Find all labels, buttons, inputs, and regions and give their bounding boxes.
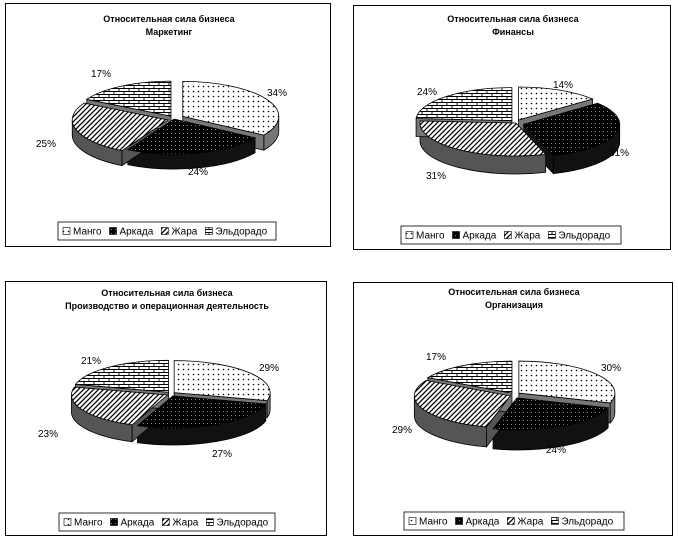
legend-swatch-1 [110, 518, 118, 526]
data-label-3: 17% [426, 352, 446, 363]
legend-label-3: Эльдорадо [215, 227, 267, 238]
legend-label-1: Аркада [121, 518, 155, 529]
legend-swatch-0 [408, 517, 417, 525]
chart-legend: Манго Аркада Жара Эльдорадо [57, 221, 277, 241]
pie-slice-1 [136, 395, 267, 429]
legend-swatch-3 [206, 518, 214, 526]
legend-label-2: Жара [172, 518, 198, 529]
legend-label-0: Манго [419, 517, 448, 528]
legend-swatch-0 [62, 227, 71, 235]
chart-panel-3: Относительная сила бизнеса Организация 30%… [353, 282, 673, 536]
data-label-0: 34% [267, 88, 287, 99]
pie-chart-0: Относительная сила бизнеса Маркетинг 34% 24… [36, 14, 287, 241]
legend-swatch-2 [161, 227, 169, 235]
pie-slice-2 [419, 120, 547, 157]
legend-label-0: Манго [74, 518, 103, 529]
pie-tops [415, 86, 621, 157]
chart-legend: Манго Аркада Жара Эльдорадо [400, 225, 622, 245]
legend-swatch-2 [504, 231, 512, 239]
pie-slice-0 [518, 360, 616, 404]
data-label-0: 30% [601, 363, 621, 374]
pie-slice-2 [413, 380, 512, 428]
data-label-3: 21% [81, 356, 101, 367]
pie-slice-1 [522, 102, 621, 157]
pie-tops [413, 360, 616, 431]
chart-panel-2: Относительная сила бизнеса Производство и… [5, 281, 327, 536]
legend-label-1: Аркада [466, 517, 500, 528]
legend-label-3: Эльдорадо [216, 518, 268, 529]
data-label-0: 29% [259, 363, 279, 374]
pie-slice-0 [518, 86, 594, 121]
legend-label-0: Манго [416, 231, 445, 242]
data-label-1: 27% [212, 449, 232, 460]
legend-swatch-1 [109, 227, 117, 235]
legend-swatch-3 [548, 231, 556, 239]
pie-slice-1 [126, 118, 257, 155]
data-label-2: 31% [426, 171, 446, 182]
legend-swatch-3 [551, 517, 559, 525]
data-label-2: 23% [38, 429, 58, 440]
chart-legend: Манго Аркада Жара Эльдорадо [58, 512, 276, 532]
legend-swatch-2 [507, 517, 515, 525]
data-label-1: 31% [609, 148, 629, 159]
pie-chart-1: Относительная сила бизнеса Финансы 14% 31% 3… [400, 14, 629, 245]
legend-label-2: Жара [171, 227, 197, 238]
chart-subtitle: Организация [485, 300, 543, 310]
pie-slice-3 [74, 359, 169, 393]
chart-title: Относительная сила бизнеса [447, 14, 579, 24]
legend-label-0: Манго [73, 227, 102, 238]
legend-swatch-0 [63, 518, 72, 526]
legend-swatch-2 [162, 518, 170, 526]
pie-slice-1 [492, 397, 610, 431]
chart-subtitle: Финансы [492, 27, 534, 37]
chart-title: Относительная сила бизнеса [448, 287, 580, 297]
chart-panel-1: Относительная сила бизнеса Финансы 14% 31% 3… [353, 5, 671, 250]
legend-label-1: Аркада [120, 227, 154, 238]
chart-title: Относительная сила бизнеса [103, 14, 235, 24]
pie-chart-3: Относительная сила бизнеса Организация 30%… [392, 287, 625, 531]
chart-subtitle: Маркетинг [146, 27, 193, 37]
legend-swatch-1 [455, 517, 463, 525]
chart-subtitle: Производство и операционная деятельность [65, 301, 269, 311]
pie-slice-0 [173, 360, 271, 402]
data-label-2: 29% [392, 425, 412, 436]
legend-label-2: Жара [517, 517, 543, 528]
legend-swatch-0 [405, 231, 414, 239]
pie-tops [71, 359, 271, 429]
pie-slice-0 [182, 80, 280, 136]
data-label-3: 24% [417, 87, 437, 98]
legend-label-3: Эльдорадо [558, 231, 610, 242]
pie-slice-3 [85, 80, 172, 117]
legend-label-3: Эльдорадо [561, 517, 613, 528]
legend-swatch-1 [452, 231, 460, 239]
data-label-0: 14% [553, 80, 573, 91]
chart-legend: Манго Аркада Жара Эльдорадо [403, 511, 625, 531]
chart-title: Относительная сила бизнеса [101, 288, 233, 298]
pie-chart-2: Относительная сила бизнеса Производство и… [38, 288, 279, 532]
pie-slice-2 [71, 386, 169, 426]
pie-slice-3 [415, 87, 513, 122]
legend-label-2: Жара [514, 231, 540, 242]
legend-swatch-3 [205, 227, 213, 235]
data-label-1: 24% [546, 445, 566, 456]
pie-tops [71, 80, 280, 155]
data-label-2: 25% [36, 139, 56, 150]
data-label-1: 24% [188, 167, 208, 178]
chart-panel-0: Относительная сила бизнеса Маркетинг 34% 24… [5, 3, 331, 247]
pie-slice-3 [426, 360, 513, 394]
data-label-3: 17% [91, 69, 111, 80]
pie-slice-2 [71, 102, 170, 152]
legend-label-1: Аркада [463, 231, 497, 242]
